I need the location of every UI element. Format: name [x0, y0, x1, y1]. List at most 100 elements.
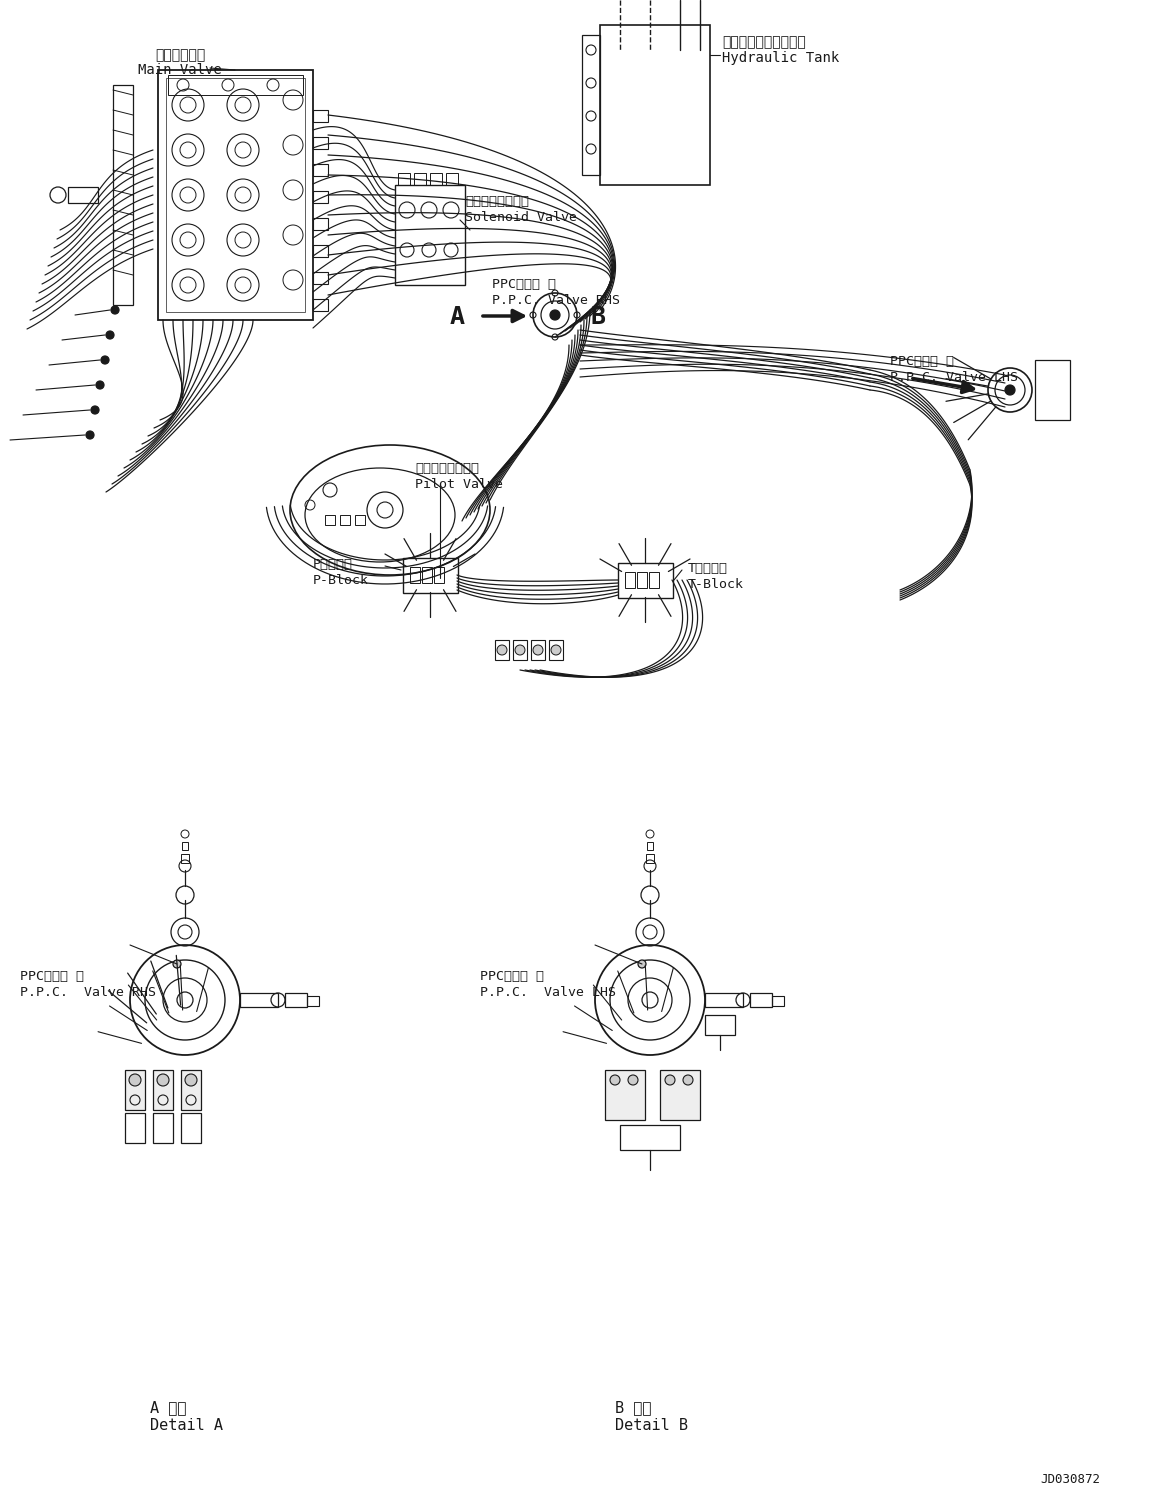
Bar — [645, 854, 654, 863]
Bar — [414, 173, 426, 185]
Bar — [600, 25, 709, 185]
Text: メインバルブ: メインバルブ — [155, 48, 205, 63]
Circle shape — [157, 1074, 169, 1085]
Bar — [531, 640, 545, 661]
Bar — [647, 842, 652, 850]
Text: Tブロック: Tブロック — [688, 562, 728, 576]
Bar — [158, 70, 313, 321]
Bar — [620, 1126, 680, 1150]
Bar — [495, 640, 509, 661]
Circle shape — [611, 1075, 620, 1085]
Text: Pブロック: Pブロック — [313, 558, 354, 571]
Circle shape — [86, 431, 94, 438]
Text: B 詳細: B 詳細 — [615, 1400, 651, 1415]
Bar — [637, 573, 647, 587]
Text: PPCバルブ 左: PPCバルブ 左 — [480, 971, 544, 983]
Bar — [181, 854, 190, 863]
Circle shape — [551, 646, 561, 655]
Bar — [430, 173, 442, 185]
Bar — [549, 640, 563, 661]
Text: PPCバルブ 左: PPCバルブ 左 — [890, 355, 954, 368]
Bar — [313, 271, 328, 283]
Circle shape — [665, 1075, 675, 1085]
Bar — [582, 34, 600, 174]
Text: P.P.C. Valve RHS: P.P.C. Valve RHS — [492, 294, 620, 307]
Text: P-Block: P-Block — [313, 574, 369, 587]
Circle shape — [638, 960, 645, 968]
Circle shape — [173, 960, 181, 968]
Bar — [404, 558, 458, 593]
Text: Main Valve: Main Valve — [138, 63, 222, 78]
Circle shape — [185, 1074, 197, 1085]
Bar — [618, 564, 673, 598]
Text: Hydraulic Tank: Hydraulic Tank — [722, 51, 840, 66]
Bar — [167, 75, 304, 95]
Text: JD030872: JD030872 — [1040, 1473, 1100, 1487]
Bar — [124, 1071, 145, 1109]
Bar — [625, 573, 635, 587]
Bar — [113, 85, 133, 306]
Bar — [340, 514, 350, 525]
Bar — [445, 173, 458, 185]
Text: Detail B: Detail B — [615, 1418, 688, 1433]
Circle shape — [97, 382, 104, 389]
Bar — [422, 567, 431, 583]
Text: Detail A: Detail A — [150, 1418, 223, 1433]
Bar — [313, 164, 328, 176]
Bar — [1035, 359, 1070, 420]
Circle shape — [106, 331, 114, 338]
Bar — [307, 996, 319, 1006]
Bar — [649, 573, 659, 587]
Bar — [411, 567, 420, 583]
Bar — [313, 110, 328, 122]
Bar — [313, 300, 328, 312]
Bar — [154, 1112, 173, 1144]
Bar — [659, 1071, 700, 1120]
Bar — [398, 173, 411, 185]
Circle shape — [515, 646, 525, 655]
Circle shape — [628, 1075, 638, 1085]
Bar — [154, 1071, 173, 1109]
Bar — [313, 137, 328, 149]
Text: ソレノイドバルブ: ソレノイドバルブ — [465, 195, 529, 209]
Circle shape — [129, 1074, 141, 1085]
Bar — [705, 1015, 735, 1035]
Circle shape — [110, 306, 119, 315]
Bar — [181, 1071, 201, 1109]
Bar — [355, 514, 365, 525]
Circle shape — [497, 646, 507, 655]
Circle shape — [550, 310, 561, 321]
Bar — [324, 514, 335, 525]
Bar — [772, 996, 784, 1006]
Bar — [313, 191, 328, 203]
Text: パイロットバルブ: パイロットバルブ — [415, 462, 479, 476]
Text: A: A — [450, 306, 465, 330]
Bar — [605, 1071, 645, 1120]
Circle shape — [533, 646, 543, 655]
Circle shape — [91, 406, 99, 414]
Text: T-Block: T-Block — [688, 579, 744, 590]
Bar — [181, 1112, 201, 1144]
Circle shape — [101, 356, 109, 364]
Bar — [750, 993, 772, 1006]
Text: P.P.C. Valve LHS: P.P.C. Valve LHS — [890, 371, 1018, 385]
Text: Solenoid Valve: Solenoid Valve — [465, 212, 577, 224]
Bar — [240, 993, 278, 1006]
Text: B: B — [590, 306, 605, 330]
Bar — [181, 842, 188, 850]
Text: PPCバルブ 右: PPCバルブ 右 — [492, 277, 556, 291]
Text: ハイドロリックタンク: ハイドロリックタンク — [722, 34, 806, 49]
Text: P.P.C.  Valve RHS: P.P.C. Valve RHS — [20, 986, 156, 999]
Bar — [434, 567, 444, 583]
Bar — [166, 78, 305, 312]
Bar — [67, 186, 98, 203]
Bar — [313, 245, 328, 256]
Text: Pilot Valve: Pilot Valve — [415, 479, 504, 491]
Bar — [513, 640, 527, 661]
Bar — [124, 1112, 145, 1144]
Text: P.P.C.  Valve LHS: P.P.C. Valve LHS — [480, 986, 616, 999]
Circle shape — [1005, 385, 1015, 395]
Bar — [285, 993, 307, 1006]
Text: PPCバルブ 右: PPCバルブ 右 — [20, 971, 84, 983]
Bar — [395, 185, 465, 285]
